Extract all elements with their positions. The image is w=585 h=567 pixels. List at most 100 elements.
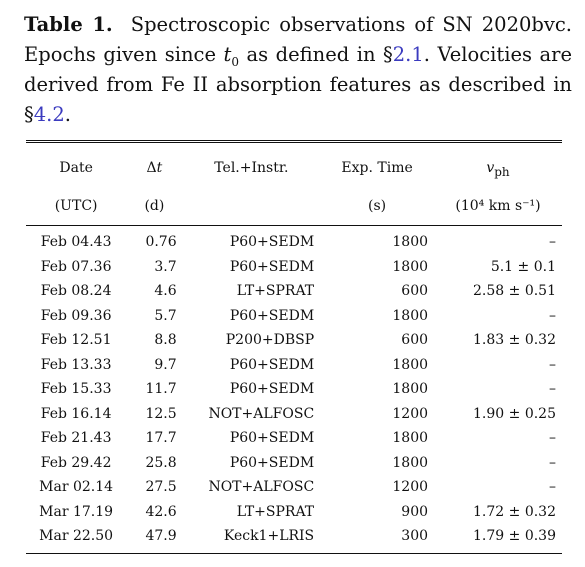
header-delta-t: Δt: [146, 160, 163, 176]
cell-exposure: 1200: [392, 405, 429, 422]
caption-text-4: .: [64, 103, 71, 126]
table-row: Mar 22.50 47.9 Keck1+LRIS 300 1.79 ± 0.39: [26, 524, 562, 553]
cell-telescope: NOT+ALFOSC: [208, 405, 315, 422]
cell-velocity: 1.72 ± 0.32: [473, 503, 556, 520]
cell-telescope: P60+SEDM: [229, 234, 315, 251]
cell-velocity: 1.79 ± 0.39: [473, 528, 556, 545]
cell-telescope: NOT+ALFOSC: [208, 479, 315, 496]
table-row: Feb 15.33 11.7 P60+SEDM 1800 –: [26, 377, 562, 402]
unit-velocity: (10⁴ km s⁻¹): [434, 187, 562, 226]
cell-exposure: 900: [401, 503, 429, 520]
cell-telescope: Keck1+LRIS: [223, 528, 315, 545]
cell-velocity: 2.58 ± 0.51: [473, 283, 556, 300]
cell-delta-t: 47.9: [145, 528, 177, 545]
t0-symbol: t: [223, 43, 232, 66]
cell-telescope: P200+DBSP: [225, 332, 315, 349]
cell-date: Feb 21.43: [40, 430, 112, 447]
header-telescope: Tel.+Instr.: [214, 160, 289, 176]
cell-velocity: 1.83 ± 0.32: [473, 332, 556, 349]
velocity-symbol: v: [486, 160, 495, 176]
cell-velocity: 1.90 ± 0.25: [473, 405, 556, 422]
table-row: Feb 29.42 25.8 P60+SEDM 1800 –: [26, 451, 562, 476]
cell-delta-t: 17.7: [145, 430, 177, 447]
table-body: Feb 04.43 0.76 P60+SEDM 1800 – Feb 07.36 3.7 P6…: [26, 226, 562, 554]
cell-date: Mar 02.14: [39, 479, 114, 496]
cell-exposure: 1800: [392, 381, 429, 398]
cell-telescope: P60+SEDM: [229, 381, 315, 398]
cell-delta-t: 42.6: [145, 503, 177, 520]
cell-delta-t: 5.7: [154, 307, 177, 324]
unit-exposure: (s): [320, 187, 435, 226]
cell-exposure: 600: [401, 332, 429, 349]
cell-telescope: P60+SEDM: [229, 356, 315, 373]
header-velocity: vph: [434, 142, 562, 188]
cell-velocity: 5.1 ± 0.1: [490, 258, 556, 275]
cell-telescope: P60+SEDM: [229, 307, 315, 324]
cell-delta-t: 9.7: [154, 356, 177, 373]
table-row: Feb 16.14 12.5 NOT+ALFOSC 1200 1.90 ± 0.25: [26, 402, 562, 427]
cell-telescope: LT+SPRAT: [236, 283, 315, 300]
table-row: Feb 04.43 0.76 P60+SEDM 1800 –: [26, 226, 562, 255]
table-row: Mar 02.14 27.5 NOT+ALFOSC 1200 –: [26, 475, 562, 500]
cell-date: Feb 04.43: [40, 234, 112, 251]
cell-date: Feb 08.24: [40, 283, 112, 300]
cell-date: Feb 13.33: [40, 356, 112, 373]
cell-delta-t: 3.7: [154, 258, 177, 275]
cell-date: Feb 29.42: [40, 454, 112, 471]
t0-subscript: 0: [231, 54, 239, 69]
section-ref-link-1[interactable]: 2.1: [392, 43, 424, 66]
cell-date: Feb 12.51: [40, 332, 112, 349]
unit-date: (UTC): [26, 187, 127, 226]
spectroscopy-table: Date Δt Tel.+Instr. Exp. Time vph (UTC) …: [26, 140, 562, 554]
cell-exposure: 600: [401, 283, 429, 300]
cell-velocity: –: [549, 454, 556, 471]
cell-delta-t: 11.7: [145, 381, 177, 398]
table-row: Feb 08.24 4.6 LT+SPRAT 600 2.58 ± 0.51: [26, 279, 562, 304]
table-row: Feb 12.51 8.8 P200+DBSP 600 1.83 ± 0.32: [26, 328, 562, 353]
cell-velocity: –: [549, 479, 556, 496]
unit-delta-t: (d): [126, 187, 183, 226]
table-row: Feb 21.43 17.7 P60+SEDM 1800 –: [26, 426, 562, 451]
header-row: Date Δt Tel.+Instr. Exp. Time vph: [26, 142, 562, 188]
cell-date: Feb 15.33: [40, 381, 112, 398]
cell-velocity: –: [549, 356, 556, 373]
cell-delta-t: 0.76: [145, 234, 177, 251]
cell-delta-t: 12.5: [145, 405, 177, 422]
cell-telescope: P60+SEDM: [229, 258, 315, 275]
cell-date: Feb 09.36: [40, 307, 112, 324]
cell-telescope: P60+SEDM: [229, 454, 315, 471]
cell-exposure: 1800: [392, 430, 429, 447]
caption-text-1: Spectroscopic observations of SN 2020bvc…: [24, 13, 572, 66]
cell-velocity: –: [549, 381, 556, 398]
cell-date: Feb 16.14: [40, 405, 112, 422]
table-row: Feb 07.36 3.7 P60+SEDM 1800 5.1 ± 0.1: [26, 255, 562, 280]
caption-text-3: . Velocities are derived from Fe II abso…: [24, 43, 573, 126]
cell-date: Mar 22.50: [39, 528, 114, 545]
cell-exposure: 1800: [392, 454, 429, 471]
cell-exposure: 1800: [392, 307, 429, 324]
cell-exposure: 1800: [392, 356, 429, 373]
velocity-subscript: ph: [494, 164, 510, 179]
section-ref-link-2[interactable]: 4.2: [33, 103, 65, 126]
table-row: Feb 09.36 5.7 P60+SEDM 1800 –: [26, 304, 562, 329]
cell-telescope: P60+SEDM: [229, 430, 315, 447]
table-row: Feb 13.33 9.7 P60+SEDM 1800 –: [26, 353, 562, 378]
cell-exposure: 1200: [392, 479, 429, 496]
table-label: Table 1.: [24, 13, 113, 36]
units-row: (UTC) (d) (s) (10⁴ km s⁻¹): [26, 187, 562, 226]
header-exposure: Exp. Time: [341, 160, 413, 176]
cell-delta-t: 4.6: [154, 283, 177, 300]
cell-velocity: –: [549, 430, 556, 447]
cell-date: Mar 17.19: [39, 503, 114, 520]
cell-velocity: –: [549, 234, 556, 251]
header-date: Date: [59, 160, 93, 176]
cell-velocity: –: [549, 307, 556, 324]
cell-delta-t: 25.8: [145, 454, 177, 471]
cell-telescope: LT+SPRAT: [236, 503, 315, 520]
cell-delta-t: 8.8: [154, 332, 177, 349]
cell-exposure: 300: [401, 528, 429, 545]
table-caption: Table 1. Spectroscopic observations of S…: [24, 10, 572, 130]
table-row: Mar 17.19 42.6 LT+SPRAT 900 1.72 ± 0.32: [26, 500, 562, 525]
cell-exposure: 1800: [392, 234, 429, 251]
cell-delta-t: 27.5: [145, 479, 177, 496]
